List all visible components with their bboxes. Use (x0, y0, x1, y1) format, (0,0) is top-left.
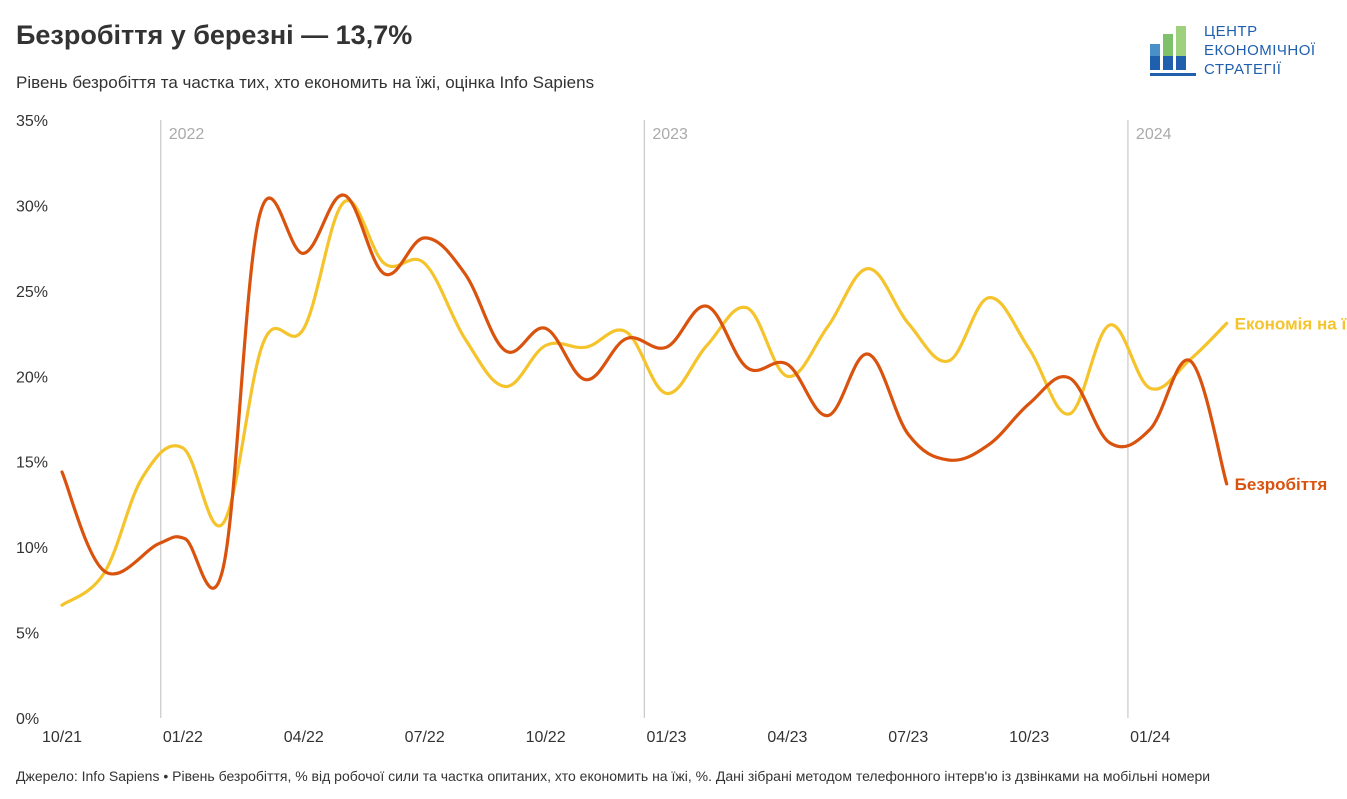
y-axis: 0% 5% 10% 15% 20% 25% 30% 35% (16, 113, 48, 728)
year-label: 2024 (1136, 126, 1172, 143)
logo-line-2: ЕКОНОМІЧНОЇ (1204, 42, 1316, 59)
x-tick-label: 01/23 (646, 729, 686, 746)
x-tick-label: 10/22 (526, 729, 566, 746)
y-tick-label: 25% (16, 284, 48, 301)
y-tick-label: 10% (16, 540, 48, 557)
x-tick-label: 07/23 (888, 729, 928, 746)
x-axis: 10/21 01/22 04/22 07/22 10/22 01/23 04/23 07/23… (42, 729, 1170, 746)
logo-text: ЦЕНТР ЕКОНОМІЧНОЇ СТРАТЕГІЇ (1204, 22, 1316, 79)
series-line-unemployment (60, 193, 1229, 590)
y-tick-label: 5% (16, 626, 39, 643)
series-label-unemployment: Безробіття (1235, 475, 1328, 494)
x-tick-label: 04/23 (767, 729, 807, 746)
series-labels: Економія на ї Безробіття (1235, 314, 1347, 494)
chart-title: Безробіття у березні — 13,7% (16, 20, 413, 50)
logo-line-1: ЦЕНТР (1204, 23, 1258, 40)
chart-subtitle: Рівень безробіття та частка тих, хто еко… (16, 73, 595, 92)
series-group (60, 193, 1229, 607)
source-note: Джерело: Info Sapiens • Рівень безробітт… (16, 768, 1211, 784)
y-tick-label: 20% (16, 369, 48, 386)
series-line-savings (60, 198, 1229, 607)
year-label: 2023 (652, 126, 688, 143)
line-chart: 0% 5% 10% 15% 20% 25% 30% 35% 2022 2023 2024 10/2… (16, 113, 1347, 746)
year-label: 2022 (169, 126, 205, 143)
ces-logo: ЦЕНТР ЕКОНОМІЧНОЇ СТРАТЕГІЇ (1150, 22, 1340, 82)
x-tick-label: 10/23 (1009, 729, 1049, 746)
series-label-savings: Економія на ї (1235, 314, 1347, 333)
y-tick-label: 30% (16, 198, 48, 215)
logo-line-3: СТРАТЕГІЇ (1204, 61, 1282, 78)
logo-bars-icon (1150, 26, 1196, 76)
year-markers: 2022 2023 2024 (160, 120, 1172, 718)
y-tick-label: 15% (16, 455, 48, 472)
x-tick-label: 01/24 (1130, 729, 1170, 746)
y-tick-label: 35% (16, 113, 48, 130)
x-tick-label: 10/21 (42, 729, 82, 746)
x-tick-label: 04/22 (284, 729, 324, 746)
x-tick-label: 07/22 (405, 729, 445, 746)
x-tick-label: 01/22 (163, 729, 203, 746)
y-tick-label: 0% (16, 711, 39, 728)
